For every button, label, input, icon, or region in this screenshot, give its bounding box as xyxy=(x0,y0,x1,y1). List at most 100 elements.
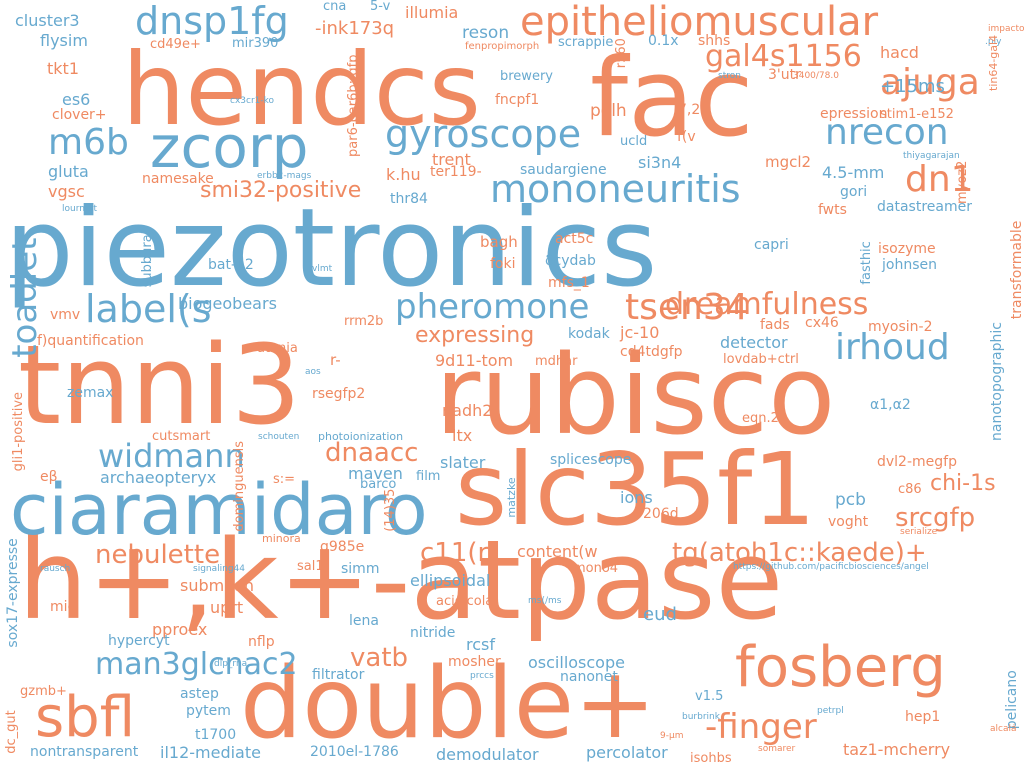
cloud-word: lourmat xyxy=(62,204,98,214)
cloud-word: matzke xyxy=(505,477,518,518)
cloud-word: cna xyxy=(323,0,347,14)
cloud-word: erbb2-mags xyxy=(257,171,312,181)
cloud-word: capri xyxy=(754,237,789,253)
cloud-word: fac xyxy=(590,36,754,161)
cloud-word: mononeuritis xyxy=(490,167,741,211)
cloud-word: k.hu xyxy=(386,165,421,184)
cloud-word: rausch xyxy=(40,564,71,574)
cloud-word: signaling44 xyxy=(193,564,245,574)
cloud-word: detector xyxy=(720,333,788,352)
cloud-word: foki xyxy=(490,256,516,272)
cloud-word: pytem xyxy=(186,703,231,719)
cloud-word: act5c xyxy=(555,231,594,247)
cloud-word: mgcl2 xyxy=(765,153,812,171)
cloud-word: sox17-expresse xyxy=(5,538,21,648)
cloud-word: mono4 xyxy=(573,561,619,576)
cloud-word: somarer xyxy=(758,744,796,754)
cloud-word: cd49e+ xyxy=(150,37,201,52)
cloud-word: 9d11-tom xyxy=(435,351,514,370)
cloud-word: nanonet xyxy=(560,669,618,685)
cloud-word: gyroscope xyxy=(385,112,582,156)
cloud-word: brewery xyxy=(500,69,553,84)
cloud-word: r560 xyxy=(614,38,629,69)
cloud-word: burbrink xyxy=(682,712,720,722)
cloud-word: es6 xyxy=(62,90,91,109)
cloud-word: gal4s1156 xyxy=(705,39,862,74)
cloud-word: tg(atoh1c::kaede)+ xyxy=(672,538,927,568)
cloud-word: clover+ xyxy=(52,107,107,123)
cloud-word: content(w xyxy=(517,542,598,561)
cloud-word: piezotronics xyxy=(5,186,658,311)
cloud-word: (14)35 xyxy=(383,488,398,532)
cloud-word: eβ xyxy=(40,469,58,485)
cloud-word: 7,20 xyxy=(678,102,710,118)
cloud-word: pcb xyxy=(835,490,866,510)
cloud-word: 5-v xyxy=(370,0,391,14)
cloud-word: namesake xyxy=(142,171,214,187)
cloud-word: rsegfp2 xyxy=(312,386,366,402)
cloud-word: astep xyxy=(180,686,219,702)
cloud-word: .ply xyxy=(985,37,1002,47)
cloud-word: hendcs xyxy=(122,31,481,148)
cloud-word: nadh2 xyxy=(442,401,493,420)
cloud-word: fosberg xyxy=(735,635,946,700)
cloud-word: ellipsoidal xyxy=(410,571,491,590)
cloud-word: chi-1s xyxy=(930,471,996,496)
cloud-word: 0.1x xyxy=(648,33,679,49)
cloud-word: myoz2 xyxy=(955,160,970,204)
cloud-word: man3glcnac2 xyxy=(95,647,298,682)
cloud-word: -ink173q xyxy=(315,18,395,39)
cloud-word: percolator xyxy=(586,743,668,762)
cloud-word: -finger xyxy=(705,707,817,747)
cloud-word: zemax xyxy=(67,385,114,401)
cloud-word: mir390 xyxy=(232,36,279,51)
cloud-word: hacd xyxy=(880,43,919,62)
cloud-word: vmv xyxy=(50,307,81,323)
cloud-word: datastreamer xyxy=(877,199,972,215)
cloud-word: rrm2b xyxy=(344,314,384,329)
cloud-word: mfs_1 xyxy=(548,275,590,291)
cloud-word: voght xyxy=(828,514,869,530)
cloud-word: film xyxy=(416,469,441,484)
cloud-word: bagh xyxy=(480,233,518,251)
cloud-word: transformable xyxy=(1009,220,1024,320)
cloud-word: sal1 xyxy=(297,559,324,574)
cloud-word: 206d xyxy=(643,506,679,522)
cloud-word: rcsf xyxy=(466,635,495,654)
cloud-word: isozyme xyxy=(878,241,936,257)
cloud-word: alcalá xyxy=(990,724,1017,734)
cloud-word: stron xyxy=(718,71,741,81)
cloud-word: ms(/ms xyxy=(528,596,562,606)
cloud-word: nontransparent xyxy=(30,744,139,760)
cloud-word: m6b xyxy=(48,122,129,163)
cloud-word: vgsc xyxy=(48,182,85,201)
cloud-word: g985e xyxy=(320,539,365,555)
cloud-word: f(v xyxy=(677,129,696,145)
cloud-word: isohbs xyxy=(690,751,732,766)
cloud-word: r- xyxy=(330,351,341,369)
cloud-word: eud xyxy=(643,604,677,625)
cloud-word: fwts xyxy=(818,202,847,218)
cloud-word: δcydab xyxy=(545,253,596,269)
cloud-word: fenpropimorph xyxy=(465,41,540,52)
cloud-word: mdhar xyxy=(535,354,578,369)
cloud-word: dominguensis xyxy=(232,440,247,532)
cloud-word: c11(r xyxy=(420,538,489,568)
cloud-word: dnaacc xyxy=(325,438,419,468)
cloud-word: pproex xyxy=(152,620,208,639)
cloud-word: scrappie xyxy=(558,35,614,50)
cloud-word: tkt1 xyxy=(47,59,79,78)
cloud-word: schouten xyxy=(258,432,300,442)
cloud-word: hypercyt xyxy=(108,633,170,649)
cloud-word: cutsmart xyxy=(152,429,211,444)
cloud-word: cd4tdgfp xyxy=(620,344,683,360)
cloud-word: minora xyxy=(262,532,301,545)
cloud-word: vatb xyxy=(350,643,409,673)
cloud-word: dnsp1fg xyxy=(135,0,289,43)
cloud-word: 4.5-mm xyxy=(822,163,885,182)
cloud-word: johnsen xyxy=(882,257,937,273)
cloud-word: myosin-2 xyxy=(868,319,933,335)
cloud-word: hep1 xyxy=(905,709,941,725)
cloud-word: h+,k+-atpase xyxy=(18,516,784,644)
